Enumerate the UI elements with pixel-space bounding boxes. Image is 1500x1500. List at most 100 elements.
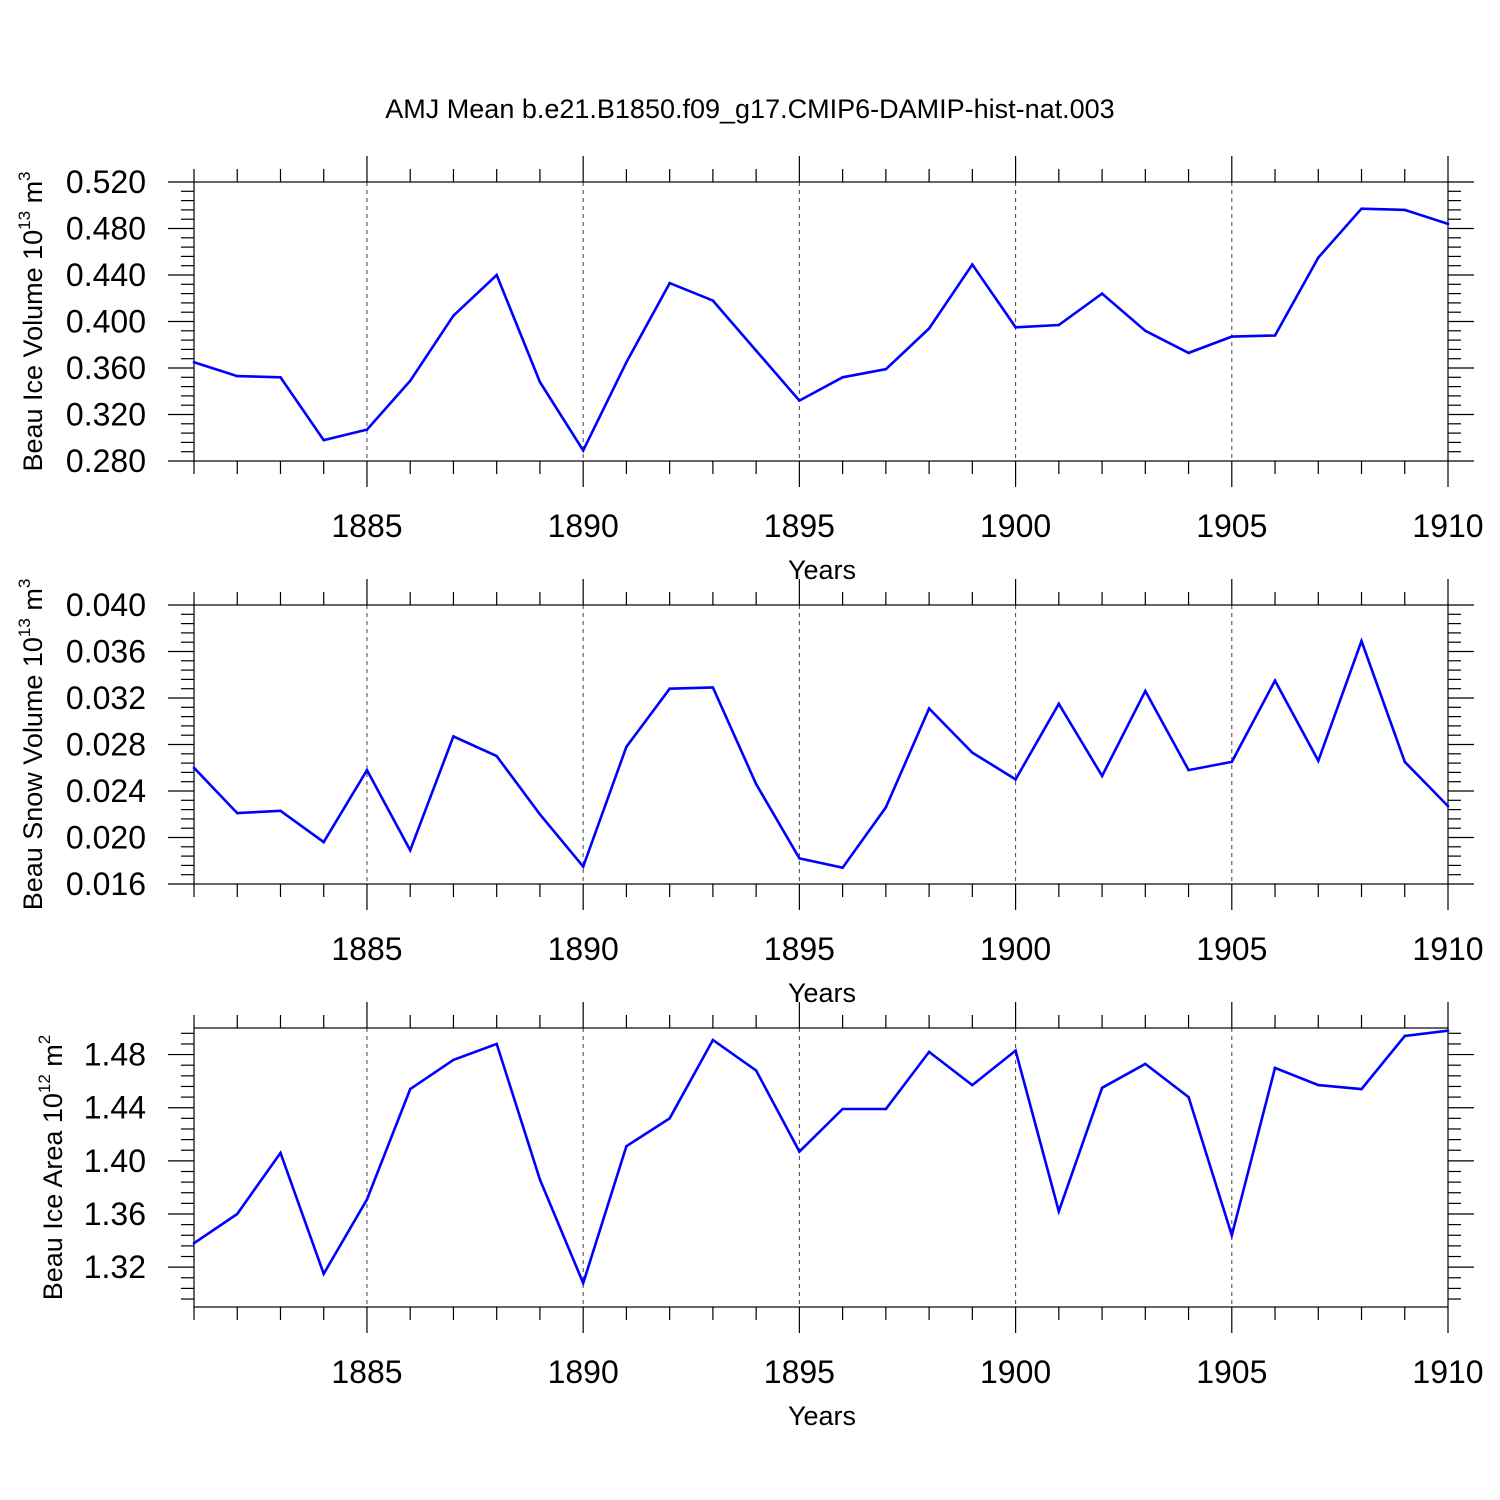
series-line: [193, 637, 1449, 870]
x-tick-label: 1910: [1412, 508, 1483, 544]
x-tick-label: 1910: [1412, 931, 1483, 967]
data-point: [1100, 1086, 1104, 1090]
x-tick-label: 1890: [548, 1354, 619, 1390]
series-line: [193, 207, 1449, 454]
data-point: [1057, 323, 1061, 327]
data-point: [1273, 334, 1277, 337]
data-point: [625, 745, 628, 749]
data-point: [452, 735, 455, 738]
data-point: [841, 866, 844, 870]
y-tick-label: 0.520: [66, 164, 146, 200]
data-point: [495, 1042, 498, 1046]
y-axis-label-unit-exp: 2: [35, 1035, 54, 1044]
y-tick-label: 0.360: [66, 350, 146, 386]
data-point: [1100, 292, 1104, 295]
data-point: [798, 857, 801, 860]
y-axis-label: Beau Ice Volume 1013 m3: [15, 171, 48, 471]
data-point: [625, 1144, 628, 1148]
x-tick-label: 1895: [764, 508, 835, 544]
x-tick-label: 1890: [548, 931, 619, 967]
y-axis-label-unit-exp: 3: [15, 579, 34, 588]
data-point: [1403, 1034, 1407, 1038]
data-point: [1014, 326, 1017, 329]
data-point: [841, 376, 844, 379]
data-point: [711, 1038, 715, 1042]
data-point: [711, 299, 715, 302]
data-point: [192, 1241, 196, 1245]
data-point: [235, 374, 239, 378]
data-point: [1144, 689, 1147, 693]
data-point: [1273, 679, 1277, 682]
y-tick-label: 0.016: [66, 866, 146, 902]
y-tick-label: 0.020: [66, 820, 146, 856]
x-tick-label: 1885: [331, 508, 402, 544]
plot-frame: [193, 604, 1449, 885]
data-point: [668, 687, 671, 690]
y-tick-label: 0.480: [66, 211, 146, 247]
data-point: [754, 349, 758, 352]
data-point: [798, 399, 801, 402]
data-point: [279, 809, 282, 813]
data-point: [538, 812, 542, 816]
y-tick-label: 0.024: [66, 773, 146, 809]
y-axis-label-unit: m: [18, 588, 48, 618]
y-axis-label-unit: m: [18, 181, 48, 211]
x-axis-label: Years: [788, 555, 856, 585]
data-point: [927, 707, 931, 710]
y-tick-label: 0.040: [66, 587, 146, 623]
y-tick-label: 1.40: [84, 1143, 146, 1179]
data-point: [452, 1058, 455, 1062]
data-point: [927, 1050, 931, 1054]
x-tick-label: 1895: [764, 931, 835, 967]
y-tick-label: 1.48: [84, 1037, 146, 1073]
data-point: [1057, 1210, 1061, 1213]
data-point: [452, 314, 455, 317]
data-point: [1360, 1087, 1363, 1091]
y-tick-label: 1.32: [84, 1249, 146, 1285]
data-point: [884, 367, 888, 371]
data-point: [1057, 702, 1061, 706]
data-point: [322, 840, 326, 844]
data-point: [1230, 335, 1234, 338]
y-tick-label: 0.036: [66, 634, 146, 670]
data-point: [1144, 1062, 1147, 1066]
panel-3: 1885 1890 1895 1900 1905 1910 Years 1.32 1.36 1.4…: [35, 1002, 1484, 1431]
x-tick-label: 1905: [1196, 1354, 1267, 1390]
data-point: [538, 1178, 542, 1181]
data-point: [192, 360, 196, 364]
data-point: [581, 1281, 585, 1285]
y-axis-label: Beau Ice Area 1012 m2: [35, 1035, 68, 1301]
data-point: [1230, 1233, 1234, 1237]
x-tick-label: 1890: [548, 508, 619, 544]
data-point: [971, 751, 974, 754]
plot-frame: [193, 181, 1449, 462]
y-tick-label: 0.440: [66, 257, 146, 293]
x-tick-label: 1900: [980, 508, 1051, 544]
data-point: [322, 1272, 326, 1276]
y-tick-label: 0.032: [66, 680, 146, 716]
data-point: [971, 1083, 974, 1087]
data-point: [1316, 759, 1320, 763]
data-point: [927, 327, 931, 330]
data-point: [1187, 351, 1190, 355]
data-point: [1187, 1095, 1190, 1099]
data-point: [235, 1212, 239, 1216]
data-point: [365, 768, 369, 772]
x-axis-label: Years: [788, 1401, 856, 1431]
y-axis-label-exp: 12: [35, 1074, 54, 1093]
y-tick-label: 1.44: [84, 1090, 146, 1126]
x-tick-label: 1910: [1412, 1354, 1483, 1390]
data-point: [841, 1107, 844, 1111]
data-point: [1446, 804, 1450, 808]
data-point: [1446, 222, 1450, 226]
x-tick-label: 1900: [980, 931, 1051, 967]
data-point: [581, 449, 585, 452]
series-line: [193, 1029, 1449, 1287]
data-point: [192, 766, 196, 770]
y-axis-label-main: Beau Ice Volume 10: [18, 230, 48, 472]
panel-1: 1885 1890 1895 1900 1905 1910 Years 0.280 0.320 0…: [15, 156, 1484, 585]
y-tick-label: 0.320: [66, 397, 146, 433]
data-point: [1360, 639, 1363, 643]
data-point: [711, 686, 715, 689]
data-point: [408, 848, 412, 852]
